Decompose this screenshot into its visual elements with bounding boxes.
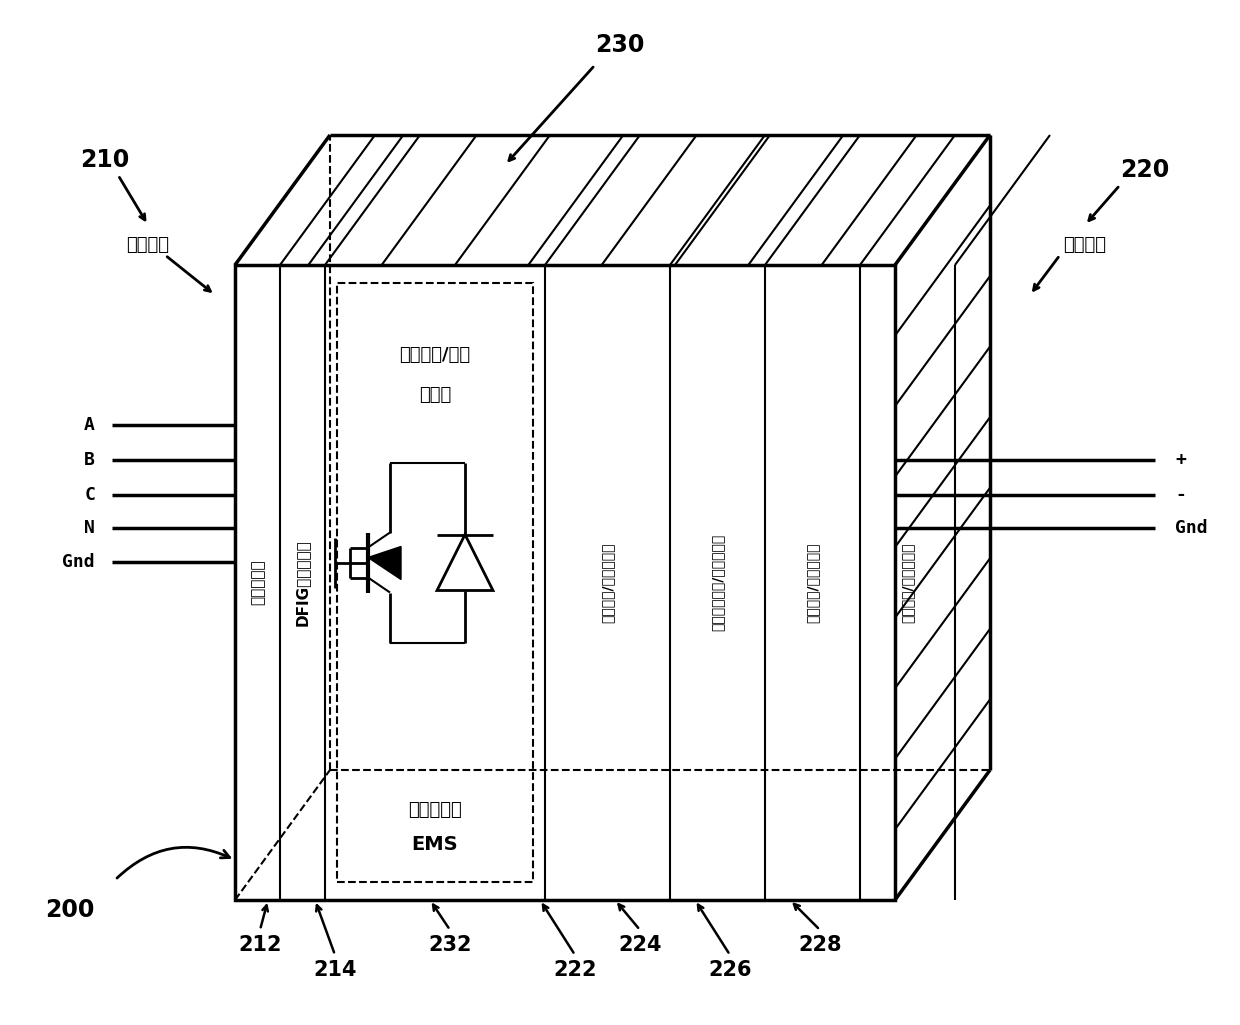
Text: Gnd: Gnd xyxy=(62,554,95,571)
Text: DFIG风力发电机: DFIG风力发电机 xyxy=(295,539,310,626)
Text: B: B xyxy=(84,451,95,469)
Text: 226: 226 xyxy=(708,960,751,980)
Text: -: - xyxy=(1176,486,1185,504)
Text: EMS: EMS xyxy=(412,835,459,855)
Polygon shape xyxy=(368,546,401,579)
Text: +: + xyxy=(1176,451,1185,469)
Text: 222: 222 xyxy=(553,960,596,980)
Text: 转换器: 转换器 xyxy=(419,386,451,404)
Text: 220: 220 xyxy=(1121,158,1169,182)
Text: 混合系统的: 混合系统的 xyxy=(408,801,461,819)
Text: 212: 212 xyxy=(238,935,281,955)
Text: A: A xyxy=(84,416,95,434)
Text: 飞轮交流/直流转换器: 飞轮交流/直流转换器 xyxy=(600,542,615,623)
Text: 232: 232 xyxy=(428,935,471,955)
Text: 光伏直流/直流转换器: 光伏直流/直流转换器 xyxy=(900,542,915,623)
Text: 蓄料电池直流/直流转换器: 蓄料电池直流/直流转换器 xyxy=(711,534,724,631)
Text: 224: 224 xyxy=(619,935,662,955)
Text: C: C xyxy=(84,486,95,504)
Text: Gnd: Gnd xyxy=(1176,519,1208,537)
Text: 直流总线: 直流总线 xyxy=(1064,236,1106,254)
Text: 电池直流/直流转换器: 电池直流/直流转换器 xyxy=(806,542,820,623)
Text: 柴油发电机: 柴油发电机 xyxy=(250,560,265,606)
Text: N: N xyxy=(84,519,95,537)
Text: 230: 230 xyxy=(595,33,645,57)
Text: 双向交流/直流: 双向交流/直流 xyxy=(399,346,470,364)
FancyArrowPatch shape xyxy=(117,848,229,878)
Text: 交流总线: 交流总线 xyxy=(126,236,170,254)
Text: 210: 210 xyxy=(81,148,130,172)
Text: 214: 214 xyxy=(314,960,357,980)
Text: 200: 200 xyxy=(46,898,94,922)
Text: 228: 228 xyxy=(799,935,842,955)
